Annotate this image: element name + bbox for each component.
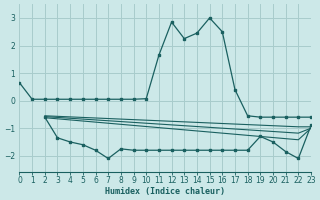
X-axis label: Humidex (Indice chaleur): Humidex (Indice chaleur) [105, 187, 225, 196]
